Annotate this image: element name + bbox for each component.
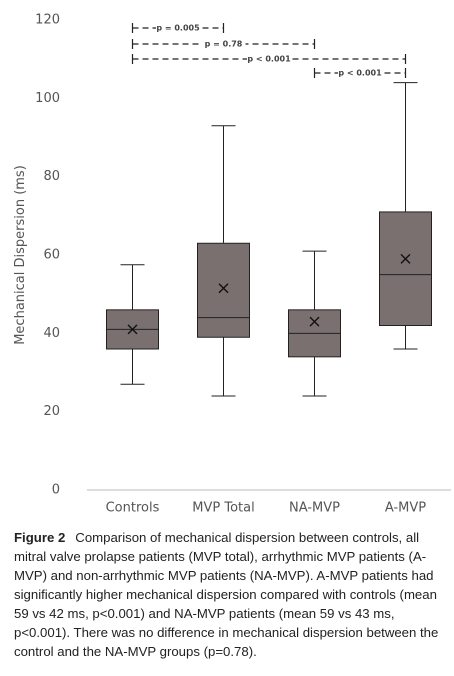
annotation: p < 0.001: [247, 55, 291, 64]
caption-label: Figure 2: [14, 530, 66, 545]
x-tick-label: Controls: [106, 501, 160, 516]
y-tick-label: 40: [43, 326, 60, 341]
y-tick-label: 100: [35, 91, 60, 106]
y-tick-label: 120: [35, 13, 60, 28]
y-tick-label: 80: [43, 169, 60, 184]
mean-marker: [127, 324, 138, 335]
y-axis-label: Mechanical Dispersion (ms): [13, 165, 28, 345]
x-tick-label: A-MVP: [385, 501, 426, 516]
mean-marker: [309, 316, 320, 327]
x-tick-label: NA-MVP: [289, 501, 340, 516]
mean-marker: [218, 283, 229, 294]
annotation-bg: [247, 53, 291, 65]
mean-marker: [400, 253, 411, 264]
box: [197, 242, 250, 338]
annotation-bg: [338, 67, 382, 79]
caption-text: Comparison of mechanical dispersion betw…: [14, 530, 439, 659]
y-tick-label: 0: [52, 483, 60, 498]
caption: Figure 2 Comparison of mechanical dispers…: [14, 528, 446, 661]
x-tick-label: MVP Total: [192, 501, 254, 516]
annotation: p = 0.005: [156, 24, 200, 33]
annotation-bg: [201, 38, 246, 50]
chart: Mechanical Dispersion (ms) 0 20 40 60 80 100 1…: [13, 13, 451, 516]
y-tick-label: 60: [43, 248, 60, 263]
annotation: p < 0.001: [338, 69, 382, 78]
annotation: p = 0.78: [205, 40, 243, 49]
y-tick-label: 20: [43, 404, 60, 419]
box: [379, 211, 432, 327]
annotation-bg: [156, 22, 200, 34]
